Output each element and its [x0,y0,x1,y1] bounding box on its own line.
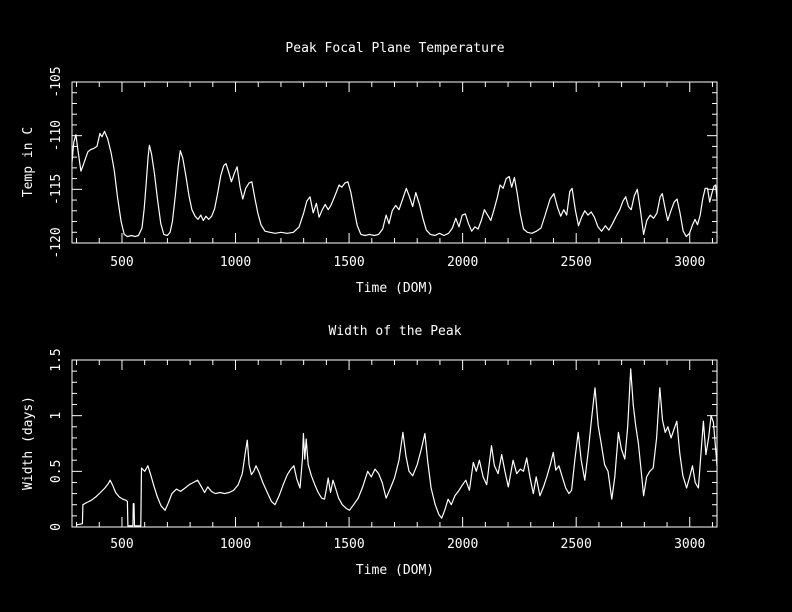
x-axis-label: Time (DOM) [356,281,434,296]
y-tick-label: 0 [49,523,64,531]
y-tick-label: 1.5 [49,348,64,371]
plot-frame [71,81,718,244]
x-tick-label: 2500 [561,537,592,552]
x-tick-label: 500 [110,255,133,270]
y-tick-label: -115 [49,174,64,205]
x-tick-label: 3000 [674,537,705,552]
y-tick-label: -110 [49,120,64,151]
x-tick-label: 3000 [674,255,705,270]
x-tick-label: 2500 [561,255,592,270]
chart-title: Peak Focal Plane Temperature [285,41,504,56]
y-tick-label: 0.5 [49,460,64,483]
y-tick-label: 1 [49,412,64,420]
chart-temperature: Peak Focal Plane Temperature Time (DOM) … [21,41,718,296]
y-axis-label: Temp in C [21,127,36,197]
chart-title: Width of the Peak [328,324,461,339]
chart-width: Width of the Peak Time (DOM) Width (days… [21,324,718,578]
x-tick-label: 1500 [333,255,364,270]
y-tick-label: -105 [49,66,64,97]
data-line [71,130,718,238]
axes-layer: 500 1000 1500 2000 2500 3000 -120 -115 -110 -105 [49,66,718,270]
x-tick-label: 1000 [220,255,251,270]
x-axis-label: Time (DOM) [356,563,434,578]
x-tick-label: 500 [110,537,133,552]
x-tick-label: 1000 [220,537,251,552]
x-tick-label: 1500 [333,537,364,552]
x-tick-label: 2000 [447,255,478,270]
axes-layer: 500 1000 1500 2000 2500 3000 0 0.5 1 1.5 [49,348,718,552]
x-tick-label: 2000 [447,537,478,552]
data-line [76,368,718,527]
y-axis-label: Width (days) [21,396,36,490]
y-tick-label: -120 [49,227,64,258]
